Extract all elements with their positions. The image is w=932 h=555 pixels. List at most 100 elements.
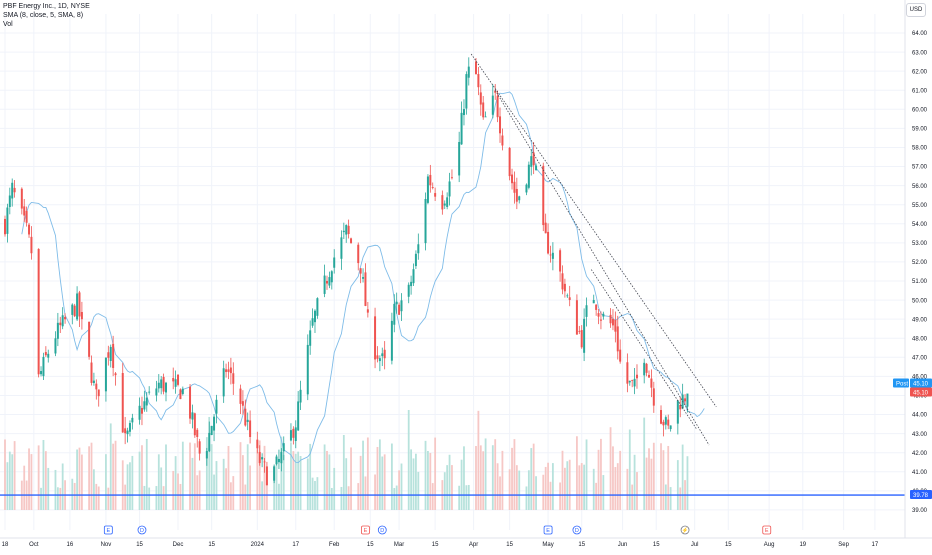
volume-bar bbox=[496, 463, 499, 510]
candle-body bbox=[583, 318, 586, 353]
candle-body bbox=[155, 388, 158, 396]
candle-body bbox=[215, 399, 218, 414]
volume-bar bbox=[174, 456, 177, 510]
candle-body bbox=[157, 382, 160, 389]
chart-legend[interactable]: PBF Energy Inc., 1D, NYSE SMA (8, close,… bbox=[3, 2, 90, 29]
candle-body bbox=[131, 417, 134, 423]
candle-body bbox=[73, 305, 76, 317]
candle-body bbox=[631, 380, 634, 381]
time-tick-label: 15 bbox=[208, 542, 215, 548]
volume-bar bbox=[30, 454, 33, 510]
volume-bar bbox=[121, 460, 124, 510]
volume-bar bbox=[138, 451, 141, 510]
volume-bar bbox=[196, 475, 199, 510]
grid bbox=[0, 14, 905, 530]
candle-body bbox=[578, 330, 581, 332]
event-marker-label: D bbox=[380, 528, 384, 534]
candle-body bbox=[80, 312, 83, 320]
last-price-badge bbox=[910, 387, 932, 397]
symbol-title[interactable]: PBF Energy Inc., 1D, NYSE bbox=[3, 3, 90, 10]
volume-bar bbox=[681, 444, 684, 510]
candle-body bbox=[491, 95, 494, 115]
candle-body bbox=[450, 177, 453, 179]
volume-bar bbox=[580, 463, 583, 510]
volume-bar bbox=[669, 487, 672, 510]
event-markers[interactable]: E D E D E D ⚡ E bbox=[103, 525, 772, 535]
time-axis[interactable]: 18 Oct 16 Nov 15 Dec 15 2024 17 Feb 15 Mar 15 Apr 15 Ma… bbox=[2, 542, 879, 548]
candle-body bbox=[104, 357, 107, 392]
trendline bbox=[470, 53, 717, 408]
volume-bar bbox=[383, 454, 386, 510]
post-value-badge bbox=[910, 378, 932, 388]
price-tick-label: 58.00 bbox=[912, 146, 928, 152]
candle-body bbox=[412, 269, 415, 284]
time-tick-label: Dec bbox=[173, 542, 184, 548]
time-tick-label: 18 bbox=[2, 542, 9, 548]
volume-bar bbox=[366, 437, 369, 510]
candle-body bbox=[8, 195, 11, 208]
candle-body bbox=[124, 428, 127, 434]
volume-bar bbox=[465, 485, 468, 510]
candle-body bbox=[686, 393, 689, 407]
volume-bar bbox=[59, 487, 62, 510]
candle-body bbox=[474, 61, 477, 75]
volume-bar bbox=[299, 455, 302, 510]
candle-body bbox=[515, 188, 518, 202]
volume-bar bbox=[342, 435, 345, 510]
event-marker-0 bbox=[103, 525, 113, 535]
candle-body bbox=[448, 181, 451, 197]
candle-body bbox=[193, 413, 196, 436]
candle-body bbox=[275, 456, 278, 465]
candle-body bbox=[56, 322, 59, 339]
volume-bar bbox=[612, 446, 614, 510]
volume-bar bbox=[393, 487, 396, 510]
volume-bar bbox=[667, 445, 670, 510]
volume-bar bbox=[256, 449, 259, 510]
volume-bar bbox=[145, 438, 148, 510]
candle-body bbox=[616, 326, 619, 352]
price-tick-label: 42.00 bbox=[912, 451, 928, 457]
event-marker-label: ⚡ bbox=[682, 527, 689, 534]
candle-body bbox=[679, 405, 682, 410]
candle-body bbox=[241, 401, 244, 406]
candle-body bbox=[148, 391, 151, 393]
candle-body bbox=[263, 461, 266, 463]
volume-bar bbox=[40, 487, 42, 510]
volume-bar bbox=[679, 487, 682, 510]
candle-body bbox=[289, 430, 292, 441]
candle-body bbox=[614, 319, 617, 332]
volume-bar bbox=[479, 445, 482, 510]
candle-body bbox=[563, 283, 566, 292]
candle-body bbox=[458, 141, 461, 176]
currency-button[interactable]: USD bbox=[906, 3, 926, 17]
volume-bar bbox=[362, 440, 364, 510]
price-axis[interactable]: 39.0040.0041.0042.0043.0044.0045.0046.00… bbox=[912, 31, 928, 514]
candle-body bbox=[633, 378, 636, 387]
volume-bar bbox=[37, 445, 40, 510]
candle-body bbox=[128, 423, 131, 432]
candle-body bbox=[273, 466, 276, 481]
candle-body bbox=[88, 321, 91, 357]
volume-bar bbox=[222, 458, 225, 510]
event-marker-4 bbox=[543, 525, 553, 535]
candle-body bbox=[460, 112, 463, 145]
time-tick-label: 15 bbox=[136, 542, 143, 548]
candle-body bbox=[446, 197, 449, 207]
candle-body bbox=[568, 297, 571, 300]
volume-bar bbox=[511, 447, 513, 510]
candle-body bbox=[484, 116, 487, 118]
sma-indicator-label[interactable]: SMA (8, close, 5, SMA, 8) bbox=[3, 12, 84, 19]
candle-body bbox=[121, 373, 124, 433]
volume-bar bbox=[427, 450, 429, 510]
candle-body bbox=[258, 451, 261, 464]
trendlines[interactable] bbox=[470, 53, 717, 446]
event-marker-label: E bbox=[364, 528, 368, 534]
candle-body bbox=[196, 429, 199, 437]
volume-indicator-label[interactable]: Vol bbox=[3, 21, 13, 28]
candle-body bbox=[78, 292, 81, 317]
volume-bar bbox=[429, 452, 432, 510]
candle-body bbox=[13, 187, 16, 193]
price-tick-label: 61.00 bbox=[912, 88, 928, 94]
